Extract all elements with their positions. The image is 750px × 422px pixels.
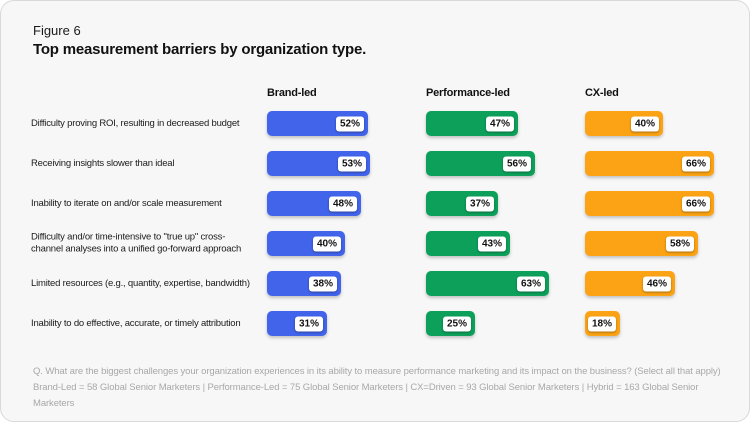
chart-row: Limited resources (e.g., quantity, exper… [31, 271, 743, 296]
bar-track: 52% [267, 111, 417, 136]
bar-value-label-brand-led: 53% [337, 156, 366, 171]
bar-performance-led: 47% [426, 111, 518, 136]
bar-value-label-cx-led: 58% [665, 236, 694, 251]
bar-value-label-performance-led: 63% [516, 276, 545, 291]
bar-value-label-performance-led: 56% [502, 156, 531, 171]
bar-value-label-performance-led: 43% [477, 236, 506, 251]
footnotes: Q. What are the biggest challenges your … [33, 364, 729, 412]
bar-value-label-performance-led: 25% [442, 316, 471, 331]
bar-cx-led: 18% [585, 311, 620, 336]
row-label: Inability to iterate on and/or scale mea… [31, 197, 222, 209]
bar-track: 66% [585, 191, 735, 216]
bar-track: 58% [585, 231, 735, 256]
bar-brand-led: 31% [267, 311, 327, 336]
figure-title: Top measurement barriers by organization… [33, 41, 367, 58]
bar-track: 40% [267, 231, 417, 256]
bar-track: 31% [267, 311, 417, 336]
bar-cx-led: 66% [585, 151, 714, 176]
column-header-brand-led: Brand-led [267, 87, 317, 99]
bar-performance-led: 25% [426, 311, 475, 336]
bar-track: 56% [426, 151, 576, 176]
bar-track: 63% [426, 271, 576, 296]
bar-cx-led: 40% [585, 111, 663, 136]
bar-track: 47% [426, 111, 576, 136]
bar-value-label-brand-led: 38% [308, 276, 337, 291]
bar-brand-led: 52% [267, 111, 368, 136]
chart-row: Difficulty and/or time-intensive to "tru… [31, 231, 743, 256]
chart-row: Inability to do effective, accurate, or … [31, 311, 743, 336]
bar-track: 48% [267, 191, 417, 216]
bar-value-label-cx-led: 46% [642, 276, 671, 291]
row-label: Difficulty and/or time-intensive to "tru… [31, 231, 242, 255]
column-headers: Brand-led Performance-led CX-led [31, 85, 743, 111]
chart-row: Difficulty proving ROI, resulting in dec… [31, 111, 743, 136]
bar-cx-led: 46% [585, 271, 675, 296]
row-label: Difficulty proving ROI, resulting in dec… [31, 117, 240, 129]
bar-track: 53% [267, 151, 417, 176]
column-header-performance-led: Performance-led [426, 87, 510, 99]
row-label: Receiving insights slower than ideal [31, 157, 175, 169]
column-header-cx-led: CX-led [585, 87, 619, 99]
bar-value-label-brand-led: 52% [335, 116, 364, 131]
barrier-bar-chart: Brand-led Performance-led CX-led Difficu… [31, 85, 743, 351]
bar-track: 18% [585, 311, 735, 336]
bar-track: 43% [426, 231, 576, 256]
bar-performance-led: 37% [426, 191, 498, 216]
bar-track: 37% [426, 191, 576, 216]
bar-brand-led: 38% [267, 271, 341, 296]
bar-track: 40% [585, 111, 735, 136]
bar-track: 38% [267, 271, 417, 296]
bar-track: 46% [585, 271, 735, 296]
bar-performance-led: 43% [426, 231, 510, 256]
bar-value-label-brand-led: 31% [294, 316, 323, 331]
bar-brand-led: 48% [267, 191, 361, 216]
bar-value-label-cx-led: 40% [630, 116, 659, 131]
bar-value-label-performance-led: 37% [465, 196, 494, 211]
chart-row: Receiving insights slower than ideal 53%… [31, 151, 743, 176]
bar-brand-led: 53% [267, 151, 370, 176]
bar-cx-led: 58% [585, 231, 698, 256]
bar-value-label-brand-led: 40% [312, 236, 341, 251]
chart-row: Inability to iterate on and/or scale mea… [31, 191, 743, 216]
bar-value-label-cx-led: 66% [681, 156, 710, 171]
bar-value-label-cx-led: 66% [681, 196, 710, 211]
row-label: Inability to do effective, accurate, or … [31, 317, 241, 329]
chart-rows: Difficulty proving ROI, resulting in dec… [31, 111, 743, 336]
bar-brand-led: 40% [267, 231, 345, 256]
bar-track: 66% [585, 151, 735, 176]
footnote-question: Q. What are the biggest challenges your … [33, 366, 721, 377]
row-label: Limited resources (e.g., quantity, exper… [31, 277, 250, 289]
bar-cx-led: 66% [585, 191, 714, 216]
bar-value-label-cx-led: 18% [587, 316, 616, 331]
footnote-sample-sizes: Brand-Led = 58 Global Senior Marketers |… [33, 382, 699, 409]
bar-value-label-performance-led: 47% [485, 116, 514, 131]
bar-performance-led: 63% [426, 271, 549, 296]
bar-performance-led: 56% [426, 151, 535, 176]
bar-track: 25% [426, 311, 576, 336]
figure-number-label: Figure 6 [33, 23, 81, 38]
bar-value-label-brand-led: 48% [328, 196, 357, 211]
